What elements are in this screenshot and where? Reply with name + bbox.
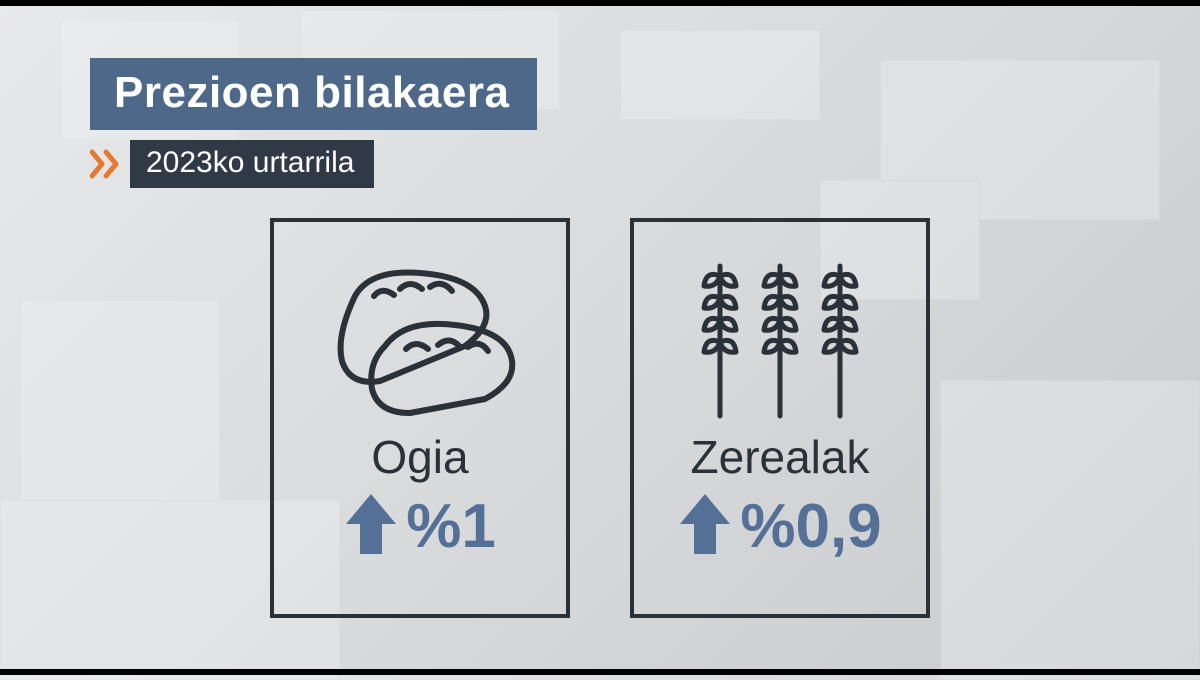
letterbox-bottom bbox=[0, 669, 1200, 675]
chevron-right-icon bbox=[90, 149, 124, 179]
arrow-up-icon bbox=[344, 490, 398, 563]
wheat-icon bbox=[670, 246, 890, 426]
title-bar: Prezioen bilakaera bbox=[90, 58, 537, 130]
letterbox-top bbox=[0, 0, 1200, 6]
arrow-up-icon bbox=[678, 490, 732, 563]
value-row: %1 bbox=[344, 490, 496, 563]
subtitle-text: 2023ko urtarrila bbox=[146, 146, 354, 179]
card-value: %1 bbox=[406, 491, 496, 562]
card-value: %0,9 bbox=[740, 491, 881, 562]
value-row: %0,9 bbox=[678, 490, 881, 563]
card-zerealak: Zerealak %0,9 bbox=[630, 218, 930, 618]
card-ogia: Ogia %1 bbox=[270, 218, 570, 618]
cards-container: Ogia %1 bbox=[0, 218, 1200, 618]
title-text: Prezioen bilakaera bbox=[114, 68, 509, 117]
card-label: Ogia bbox=[371, 430, 468, 484]
bread-icon bbox=[310, 246, 530, 426]
card-label: Zerealak bbox=[691, 430, 870, 484]
subtitle-row: 2023ko urtarrila bbox=[90, 140, 374, 188]
subtitle-bar: 2023ko urtarrila bbox=[130, 140, 374, 188]
